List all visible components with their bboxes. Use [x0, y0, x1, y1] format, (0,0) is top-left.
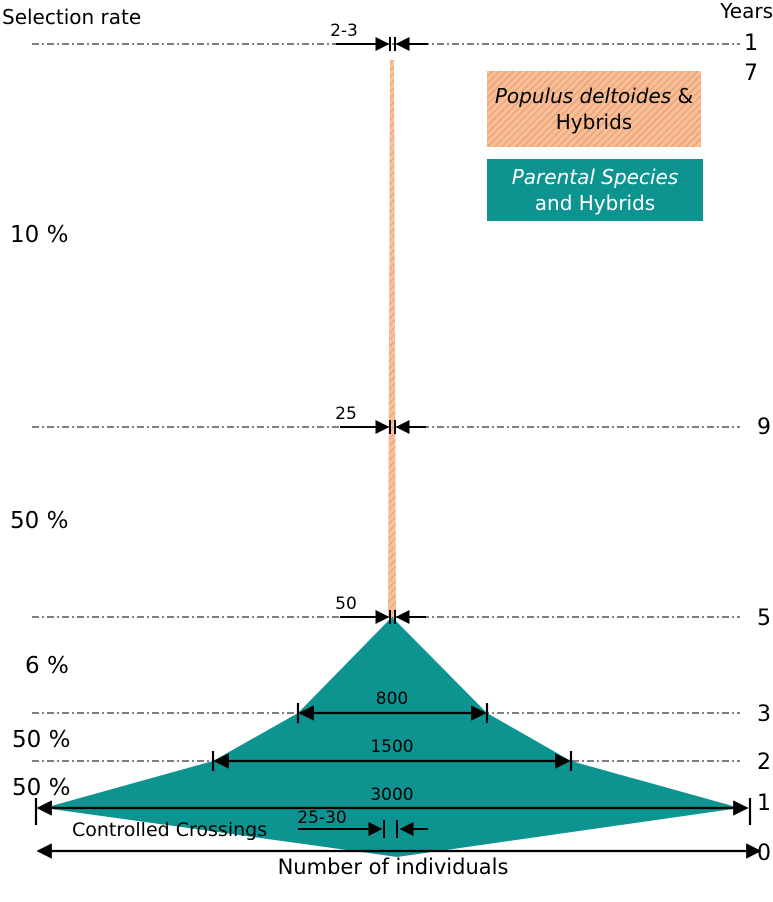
count-crossings: 25-30 [297, 808, 346, 828]
selection-rate-5: 50 % [12, 775, 70, 801]
count-50: 50 [335, 594, 357, 614]
selection-rate-2: 50 % [10, 508, 68, 534]
year-label-0: 0 [757, 841, 771, 866]
legend-parental-line1: Parental Species [511, 165, 679, 189]
width-arrows [34, 703, 762, 859]
year-label-9: 9 [757, 415, 771, 440]
populus-selection-column [388, 60, 396, 617]
count-top: 2-3 [330, 21, 358, 41]
year-label-7: 7 [744, 61, 758, 86]
legend-parental-line2: and Hybrids [534, 191, 656, 215]
pointer-arrows [298, 37, 428, 838]
year-label-1b: 1 [757, 791, 771, 816]
legend-populus-amp: & [671, 84, 694, 108]
parental-species-area [44, 617, 740, 857]
legend-populus-line1: Populus deltoides & [495, 83, 693, 109]
count-25: 25 [335, 404, 357, 424]
legend-populus-species: Populus deltoides [494, 84, 672, 108]
controlled-crossings-label: Controlled Crossings [72, 819, 267, 841]
selection-rate-title: Selection rate [2, 5, 141, 29]
year-label-3: 3 [757, 702, 771, 727]
number-of-individuals-label: Number of individuals [278, 855, 509, 879]
legend-parental-species: Parental Species and Hybrids [487, 159, 703, 221]
legend-populus-deltoides: Populus deltoides & Hybrids [487, 71, 701, 147]
count-1500: 1500 [370, 737, 413, 757]
years-title: Years [719, 0, 773, 23]
selection-rate-4: 50 % [12, 727, 70, 753]
year-label-2: 2 [757, 750, 771, 775]
selection-rate-1: 10 % [10, 222, 68, 248]
legend-populus-line2: Hybrids [555, 110, 633, 134]
count-3000: 3000 [370, 785, 413, 805]
generation-lines [32, 43, 740, 762]
year-label-5: 5 [757, 606, 771, 631]
year-label-1: 1 [744, 31, 758, 56]
selection-rate-3: 6 % [25, 653, 69, 679]
count-800: 800 [376, 689, 408, 709]
